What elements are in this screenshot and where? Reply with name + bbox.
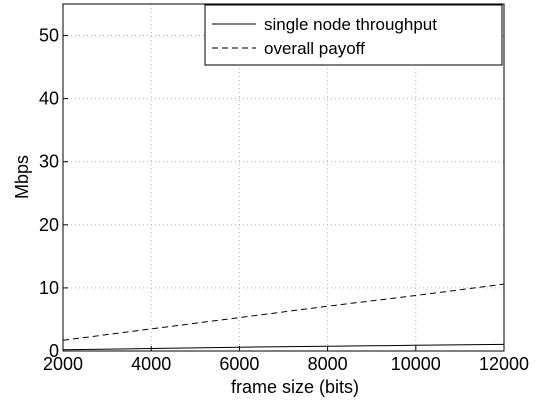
y-tick-label: 20	[39, 215, 59, 235]
legend-label-2: overall payoff	[264, 39, 365, 58]
legend: single node throughput overall payoff	[204, 4, 503, 66]
x-tick-label: 6000	[219, 354, 259, 374]
y-tick-label: 30	[39, 152, 59, 172]
tick-labels: 2000 4000 6000 8000 10000 12000 0 10 20 30 40 50	[39, 26, 529, 374]
y-axis-title: Mbps	[12, 155, 32, 199]
x-tick-label: 2000	[43, 354, 83, 374]
x-tick-label: 12000	[479, 354, 529, 374]
series-line-2	[62, 283, 505, 341]
y-tick-label: 40	[39, 89, 59, 109]
plot-frame	[62, 3, 505, 352]
y-tick-label: 10	[39, 278, 59, 298]
series-lines	[62, 283, 505, 351]
y-tick-label: 50	[39, 26, 59, 46]
x-tick-label: 8000	[308, 354, 348, 374]
series-line-1	[62, 343, 505, 351]
x-tick-label: 10000	[391, 354, 441, 374]
legend-box	[204, 4, 503, 66]
y-tick-label: 0	[49, 341, 59, 361]
x-tick-label: 4000	[131, 354, 171, 374]
legend-label-1: single node throughput	[264, 15, 437, 34]
x-axis-title: frame size (bits)	[231, 377, 359, 397]
